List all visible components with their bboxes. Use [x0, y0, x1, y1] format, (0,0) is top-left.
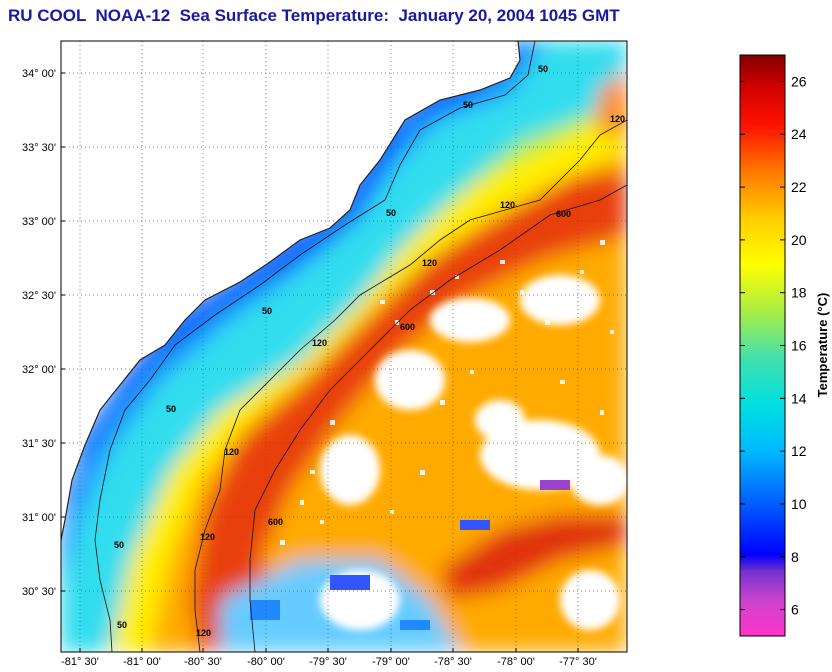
isobath-120 — [194, 119, 627, 652]
colorbar-tick-label: 26 — [791, 73, 807, 89]
lat-label: 32° 30' — [22, 290, 56, 302]
colorbar-tick-label: 8 — [791, 549, 799, 565]
map-frame — [60, 40, 628, 653]
colorbar-tick-label: 24 — [791, 126, 807, 142]
lat-label: 32° 00' — [22, 364, 56, 376]
tick-marks — [61, 72, 579, 652]
isobath-label: 120 — [312, 338, 327, 348]
isobath-labels: 50 50 50 50 50 50 50 120 120 120 120 120… — [114, 64, 625, 638]
isobath-label: 50 — [114, 540, 124, 550]
isobath-label: 120 — [196, 628, 211, 638]
isobath-label: 50 — [463, 100, 473, 110]
lon-label: -80° 00' — [247, 656, 285, 668]
land-mass — [61, 41, 520, 540]
isobath-label: 50 — [386, 208, 396, 218]
cloud-patch — [430, 298, 510, 342]
cloud-gaps — [320, 275, 627, 630]
isobath-label: 600 — [400, 322, 415, 332]
isobath-50 — [94, 41, 536, 652]
longitude-labels: -81° 30' -81° 00' -80° 30' -80° 00' -79°… — [61, 656, 597, 668]
lon-label: -81° 00' — [123, 656, 161, 668]
isobath-label: 120 — [422, 258, 437, 268]
lat-label: 31° 30' — [22, 438, 56, 450]
colorbar-tick-label: 18 — [791, 285, 807, 301]
lon-label: -78° 00' — [497, 656, 535, 668]
isobath-label: 50 — [538, 64, 548, 74]
colorbar-tick-label: 10 — [791, 496, 807, 512]
cloud-patch — [560, 570, 620, 630]
lat-label: 33° 30' — [22, 142, 56, 154]
lon-label: -77° 30' — [559, 656, 597, 668]
map-title: RU COOL NOAA-12 Sea Surface Temperature:… — [8, 6, 620, 25]
cloud-patch — [375, 350, 445, 410]
isobath-label: 50 — [262, 306, 272, 316]
colorbar-tick-label: 16 — [791, 338, 807, 354]
isobath-label: 120 — [610, 114, 625, 124]
cloud-patch — [475, 400, 525, 440]
coastline — [61, 41, 521, 541]
isobath-label: 120 — [224, 447, 239, 457]
colorbar-gradient — [739, 54, 786, 637]
isobath-label: 120 — [200, 532, 215, 542]
lon-label: -80° 30' — [184, 656, 222, 668]
isobath-label: 50 — [117, 620, 127, 630]
lat-label: 30° 30' — [22, 586, 56, 598]
colorbar-ticks: 6 8 10 12 14 16 18 20 22 24 26 — [740, 73, 807, 618]
sst-band-east-warm — [595, 70, 627, 140]
lon-label: -79° 00' — [372, 656, 410, 668]
colorbar-tick-label: 6 — [791, 602, 799, 618]
lat-label: 33° 00' — [22, 216, 56, 228]
lat-label: 34° 00' — [22, 68, 56, 80]
colorbar-tick-label: 12 — [791, 443, 807, 459]
isobath-label: 50 — [166, 404, 176, 414]
cloud-patch — [570, 455, 627, 505]
colorbar-title: Temperature (°C) — [815, 293, 830, 398]
lon-label: -79° 30' — [309, 656, 347, 668]
colorbar-tick-label: 22 — [791, 179, 807, 195]
lon-label: -78° 30' — [434, 656, 472, 668]
sst-band-coastal-blue — [61, 41, 545, 590]
sst-band-eddy — [440, 515, 627, 600]
cloud-patch — [520, 275, 600, 325]
isobath-label: 120 — [500, 200, 515, 210]
lat-label: 31° 00' — [22, 512, 56, 524]
isobath-label: 600 — [556, 209, 571, 219]
lon-label: -81° 30' — [61, 656, 99, 668]
latitude-labels: 34° 00' 33° 30' 33° 00' 32° 30' 32° 00' … — [22, 68, 56, 598]
colorbar-tick-label: 20 — [791, 232, 807, 248]
isobath-label: 600 — [268, 517, 283, 527]
cloud-patch — [320, 435, 380, 505]
colorbar-tick-label: 14 — [791, 390, 807, 406]
sst-map: 50 50 50 50 50 50 50 120 120 120 120 120… — [61, 41, 627, 652]
colorbar: 6 8 10 12 14 16 18 20 22 24 26 Temperature (°C) — [739, 54, 830, 637]
